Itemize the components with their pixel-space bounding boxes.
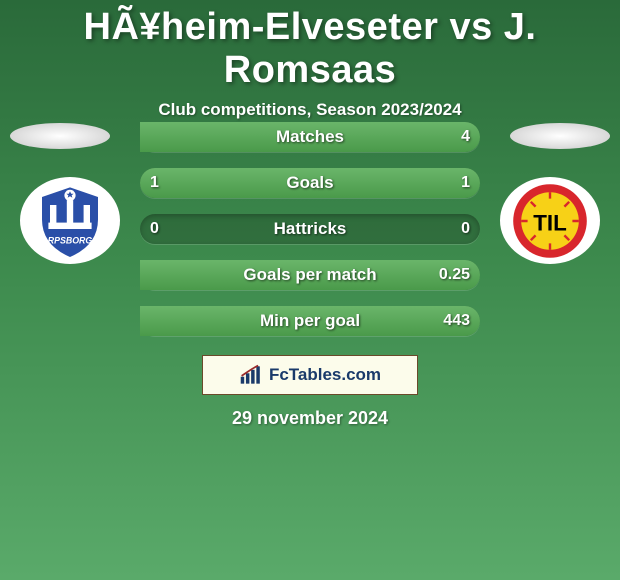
stat-value-right: 1 <box>461 168 470 198</box>
branding-text: FcTables.com <box>269 365 381 385</box>
stat-row-min-per-goal: Min per goal 443 <box>140 306 480 336</box>
player-right-placeholder <box>510 123 610 149</box>
page-subtitle: Club competitions, Season 2023/2024 <box>0 100 620 120</box>
stat-row-goals-per-match: Goals per match 0.25 <box>140 260 480 290</box>
stat-value-right: 0.25 <box>439 260 470 290</box>
stat-value-right: 0 <box>461 214 470 244</box>
stat-row-goals: 1 Goals 1 <box>140 168 480 198</box>
stat-value-right: 443 <box>443 306 470 336</box>
stat-label: Goals per match <box>140 260 480 290</box>
stat-label: Matches <box>140 122 480 152</box>
stat-label: Goals <box>140 168 480 198</box>
player-left-placeholder <box>10 123 110 149</box>
bar-chart-icon <box>239 364 265 386</box>
stat-value-right: 4 <box>461 122 470 152</box>
shield-icon: RPSBORG <box>30 181 110 261</box>
crest-left-text: RPSBORG <box>48 235 93 245</box>
stat-label: Hattricks <box>140 214 480 244</box>
team-right-crest: TIL <box>500 177 600 264</box>
team-left-crest: RPSBORG <box>20 177 120 264</box>
club-badge-icon: TIL <box>510 181 590 261</box>
stat-row-matches: Matches 4 <box>140 122 480 152</box>
crest-right-text: TIL <box>533 210 567 235</box>
page-title: HÃ¥heim-Elveseter vs J. Romsaas <box>0 0 620 92</box>
date-label: 29 november 2024 <box>0 408 620 429</box>
stat-row-hattricks: 0 Hattricks 0 <box>140 214 480 244</box>
stat-label: Min per goal <box>140 306 480 336</box>
branding-box[interactable]: FcTables.com <box>202 355 418 395</box>
stats-container: Matches 4 1 Goals 1 0 Hattricks 0 Goals … <box>140 122 480 352</box>
